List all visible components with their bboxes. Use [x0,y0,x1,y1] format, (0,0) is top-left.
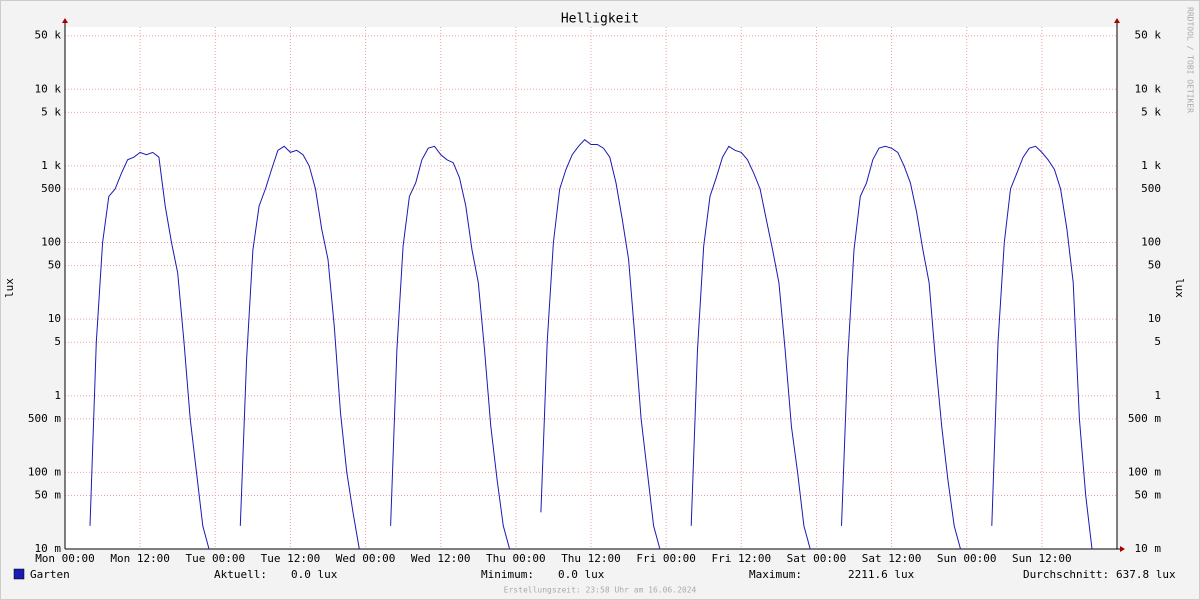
stat-label: Maximum: [749,568,802,581]
legend-label: Garten [30,568,70,581]
axis-arrow [62,18,68,23]
stat-value: 637.8 lux [1116,568,1176,581]
x-tick-label: Mon 00:00 [35,552,95,565]
y-tick-label-right: 100 m [1128,465,1161,478]
y-tick-label: 5 [54,335,61,348]
y-tick-label-right: 50 k [1135,29,1162,42]
x-tick-label: Sun 00:00 [937,552,997,565]
y-tick-label: 10 k [35,82,62,95]
y-label-right: lux [1173,278,1186,298]
y-tick-label-right: 500 [1141,182,1161,195]
y-tick-label-right: 10 [1148,312,1161,325]
y-tick-label: 50 k [35,29,62,42]
stat-value: 0.0 lux [558,568,605,581]
y-tick-label-right: 5 [1154,335,1161,348]
y-tick-label: 10 [48,312,61,325]
x-tick-label: Fri 00:00 [636,552,696,565]
x-tick-label: Fri 12:00 [711,552,771,565]
y-tick-label-right: 5 k [1141,105,1161,118]
x-tick-label: Mon 12:00 [110,552,170,565]
x-tick-label: Sun 12:00 [1012,552,1072,565]
stat-value: 0.0 lux [291,568,338,581]
axis-arrow [1120,546,1125,552]
stat-label: Durchschnitt: [1023,568,1109,581]
y-tick-label: 50 m [35,488,62,501]
y-tick-label-right: 10 k [1135,82,1162,95]
y-tick-label-right: 100 [1141,236,1161,249]
x-tick-label: Sat 12:00 [862,552,922,565]
y-tick-label: 5 k [41,105,61,118]
y-tick-label-right: 1 k [1141,159,1161,172]
y-tick-label-right: 50 [1148,259,1161,272]
y-tick-label: 100 m [28,465,61,478]
stat-value: 2211.6 lux [848,568,915,581]
x-tick-label: Thu 00:00 [486,552,546,565]
footer: Erstellungszeit: 23:58 Uhr am 16.06.2024 [504,586,697,595]
y-tick-label: 100 [41,236,61,249]
x-tick-label: Sat 00:00 [787,552,847,565]
y-tick-label-right: 10 m [1135,542,1162,555]
x-tick-label: Wed 00:00 [336,552,396,565]
y-tick-label: 1 [54,389,61,402]
y-label: lux [3,278,16,298]
x-tick-label: Tue 12:00 [261,552,321,565]
x-tick-label: Thu 12:00 [561,552,621,565]
y-tick-label: 1 k [41,159,61,172]
chart-title: Helligkeit [561,12,639,27]
data-line [89,139,1093,550]
legend-swatch [13,568,25,580]
stat-label: Minimum: [481,568,534,581]
axis-arrow [1114,18,1120,23]
x-tick-label: Wed 12:00 [411,552,471,565]
y-tick-label: 10 m [35,542,62,555]
side-text: RRDTOOL / TOBI OETIKER [1186,7,1195,113]
y-tick-label-right: 50 m [1135,488,1162,501]
stat-label: Aktuell: [214,568,267,581]
y-tick-label-right: 1 [1154,389,1161,402]
y-tick-label-right: 500 m [1128,412,1161,425]
y-tick-label: 50 [48,259,61,272]
x-tick-label: Tue 00:00 [185,552,245,565]
y-tick-label: 500 [41,182,61,195]
y-tick-label: 500 m [28,412,61,425]
